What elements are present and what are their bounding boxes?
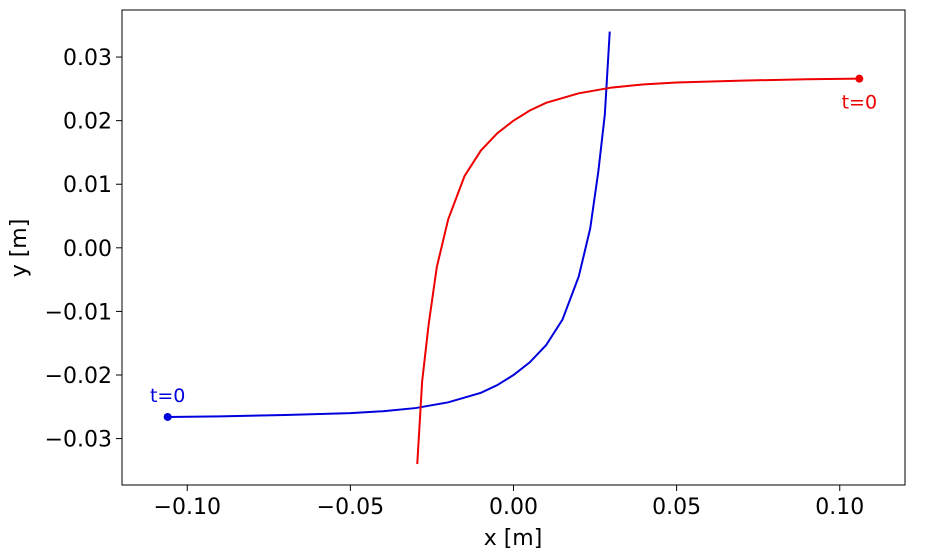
- x-axis-label: x [m]: [484, 526, 543, 551]
- start-marker: [163, 412, 172, 421]
- y-tick-label: 0.00: [63, 237, 112, 262]
- x-tick-label: 0.00: [489, 495, 538, 520]
- annotation: t=0: [842, 92, 877, 114]
- y-tick-label: 0.01: [63, 173, 112, 198]
- x-tick-label: −0.05: [317, 495, 384, 520]
- y-axis-label: y [m]: [7, 219, 32, 278]
- y-tick-label: −0.01: [45, 300, 112, 325]
- y-tick-label: 0.02: [63, 110, 112, 135]
- start-marker: [855, 74, 864, 83]
- x-tick-label: 0.10: [815, 495, 864, 520]
- x-tick-label: 0.05: [652, 495, 701, 520]
- y-tick-label: −0.03: [45, 428, 112, 453]
- y-tick-label: −0.02: [45, 364, 112, 389]
- series-line: [167, 31, 611, 418]
- annotation: t=0: [150, 385, 185, 407]
- series-line: [416, 77, 860, 465]
- x-tick-label: −0.10: [154, 495, 221, 520]
- plot-frame: [121, 9, 906, 486]
- y-tick-label: 0.03: [63, 46, 112, 71]
